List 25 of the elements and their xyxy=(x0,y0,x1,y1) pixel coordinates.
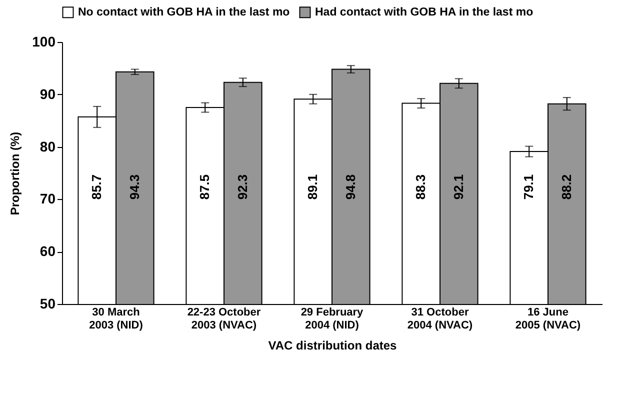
x-axis-title: VAC distribution dates xyxy=(268,338,398,352)
y-tick-label: 70 xyxy=(40,190,56,207)
y-axis-title: Proportion (%) xyxy=(8,132,22,216)
legend-label: No contact with GOB HA in the last mo xyxy=(78,6,290,18)
data-label: 88.3 xyxy=(413,174,428,200)
y-tick-label: 60 xyxy=(40,243,56,260)
x-tick-label: 22-23 October 2003 (NVAC) xyxy=(187,306,262,332)
x-tick-label: 30 March 2003 (NID) xyxy=(89,306,144,332)
y-tick-label: 90 xyxy=(40,86,56,102)
x-tick-label: 16 June 2005 (NVAC) xyxy=(515,306,581,332)
data-label: 88.2 xyxy=(558,174,574,200)
y-tick-label: 100 xyxy=(32,34,56,50)
data-label: 94.3 xyxy=(126,174,142,200)
x-tick-label: 31 October 2004 (NVAC) xyxy=(407,306,473,332)
data-label: 89.1 xyxy=(305,174,320,200)
data-label: 87.5 xyxy=(197,174,212,200)
data-label: 92.3 xyxy=(234,174,250,200)
y-tick-label: 80 xyxy=(40,138,56,154)
data-label: 79.1 xyxy=(521,174,536,200)
data-label: 85.7 xyxy=(89,174,104,200)
data-label: 94.8 xyxy=(342,174,358,200)
x-tick-label: 29 February 2004 (NID) xyxy=(300,306,364,332)
y-tick-label: 50 xyxy=(40,296,56,312)
legend-label: Had contact with GOB HA in the last mo xyxy=(315,6,534,18)
data-label: 92.1 xyxy=(450,174,466,200)
